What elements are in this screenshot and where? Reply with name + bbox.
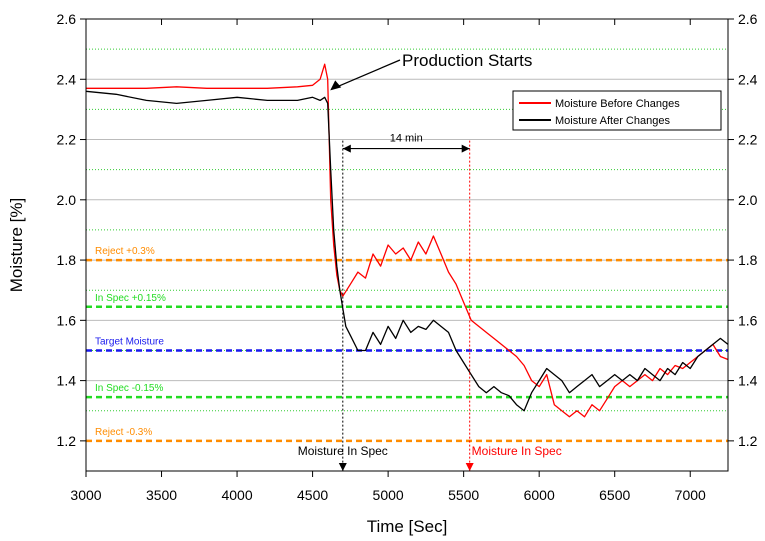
production-arrow-line bbox=[330, 59, 401, 90]
reference-label: Reject -0.3% bbox=[95, 427, 152, 438]
series-layer bbox=[85, 63, 729, 418]
legend-label-before: Moisture Before Changes bbox=[555, 98, 680, 110]
y-tick-label: 1.4 bbox=[57, 373, 77, 389]
reference-label: In Spec +0.15% bbox=[95, 293, 166, 304]
x-tick-label: 3500 bbox=[146, 487, 177, 503]
y-tick-label: 2.4 bbox=[57, 71, 77, 87]
y-axis-title: Moisture [%] bbox=[7, 198, 26, 292]
spec-label-black: Moisture In Spec bbox=[298, 444, 388, 458]
x-tick-label: 6500 bbox=[599, 487, 630, 503]
y-tick-label: 2.6 bbox=[57, 11, 77, 27]
reference-label: Reject +0.3% bbox=[95, 246, 155, 257]
x-tick-label: 4500 bbox=[297, 487, 328, 503]
x-tick-label: 6000 bbox=[524, 487, 555, 503]
y-tick-label-right: 1.4 bbox=[738, 373, 758, 389]
x-tick-label: 5000 bbox=[373, 487, 404, 503]
spec-arrow-head bbox=[338, 463, 347, 471]
x-tick-label: 4000 bbox=[221, 487, 252, 503]
plot-frame bbox=[85, 18, 729, 472]
annotations: Production Starts 14 min Moisture In Spec M… bbox=[298, 51, 562, 458]
legend-box bbox=[512, 90, 722, 131]
reference-label: In Spec -0.15% bbox=[95, 383, 163, 394]
x-tick-label: 5500 bbox=[448, 487, 479, 503]
y-tick-label: 1.6 bbox=[57, 312, 77, 328]
x-tick-label: 7000 bbox=[675, 487, 706, 503]
legend-label-after: Moisture After Changes bbox=[555, 115, 670, 127]
reference-lines: Reject +0.3% In Spec +0.15% Target Moistur… bbox=[86, 246, 728, 443]
y-tick-label: 2.2 bbox=[57, 132, 77, 148]
y-tick-label-right: 2.6 bbox=[738, 11, 758, 27]
y-tick-label-right: 1.6 bbox=[738, 312, 758, 328]
x-axis-title: Time [Sec] bbox=[367, 517, 448, 536]
interval-arrow-right bbox=[461, 144, 470, 153]
production-arrow-head bbox=[330, 80, 342, 91]
interval-arrow-left bbox=[342, 144, 351, 153]
production-starts-label: Production Starts bbox=[402, 51, 532, 70]
y-tick-label-right: 2.4 bbox=[738, 71, 758, 87]
legend: Moisture Before Changes Moisture After C… bbox=[512, 90, 722, 131]
spec-arrow-head bbox=[465, 463, 474, 471]
y-tick-label: 1.8 bbox=[57, 252, 77, 268]
spec-vertical-lines bbox=[338, 140, 474, 471]
series-line-before bbox=[86, 63, 729, 418]
spec-label-red: Moisture In Spec bbox=[472, 444, 562, 458]
y-tick-label-right: 2.2 bbox=[738, 132, 758, 148]
x-tick-label: 3000 bbox=[70, 487, 101, 503]
y-tick-label: 1.2 bbox=[57, 433, 77, 449]
y-tick-label-right: 2.0 bbox=[738, 192, 758, 208]
reference-label: Target Moisture bbox=[95, 336, 164, 347]
axis-ticks: 3000 3500 4000 4500 5000 5500 6000 6500 7000 1.2 1… bbox=[57, 11, 758, 503]
interval-label: 14 min bbox=[390, 133, 423, 145]
y-tick-label-right: 1.2 bbox=[738, 433, 758, 449]
series-line-after bbox=[85, 90, 729, 412]
y-tick-label-right: 1.8 bbox=[738, 252, 758, 268]
y-tick-label: 2.0 bbox=[57, 192, 77, 208]
